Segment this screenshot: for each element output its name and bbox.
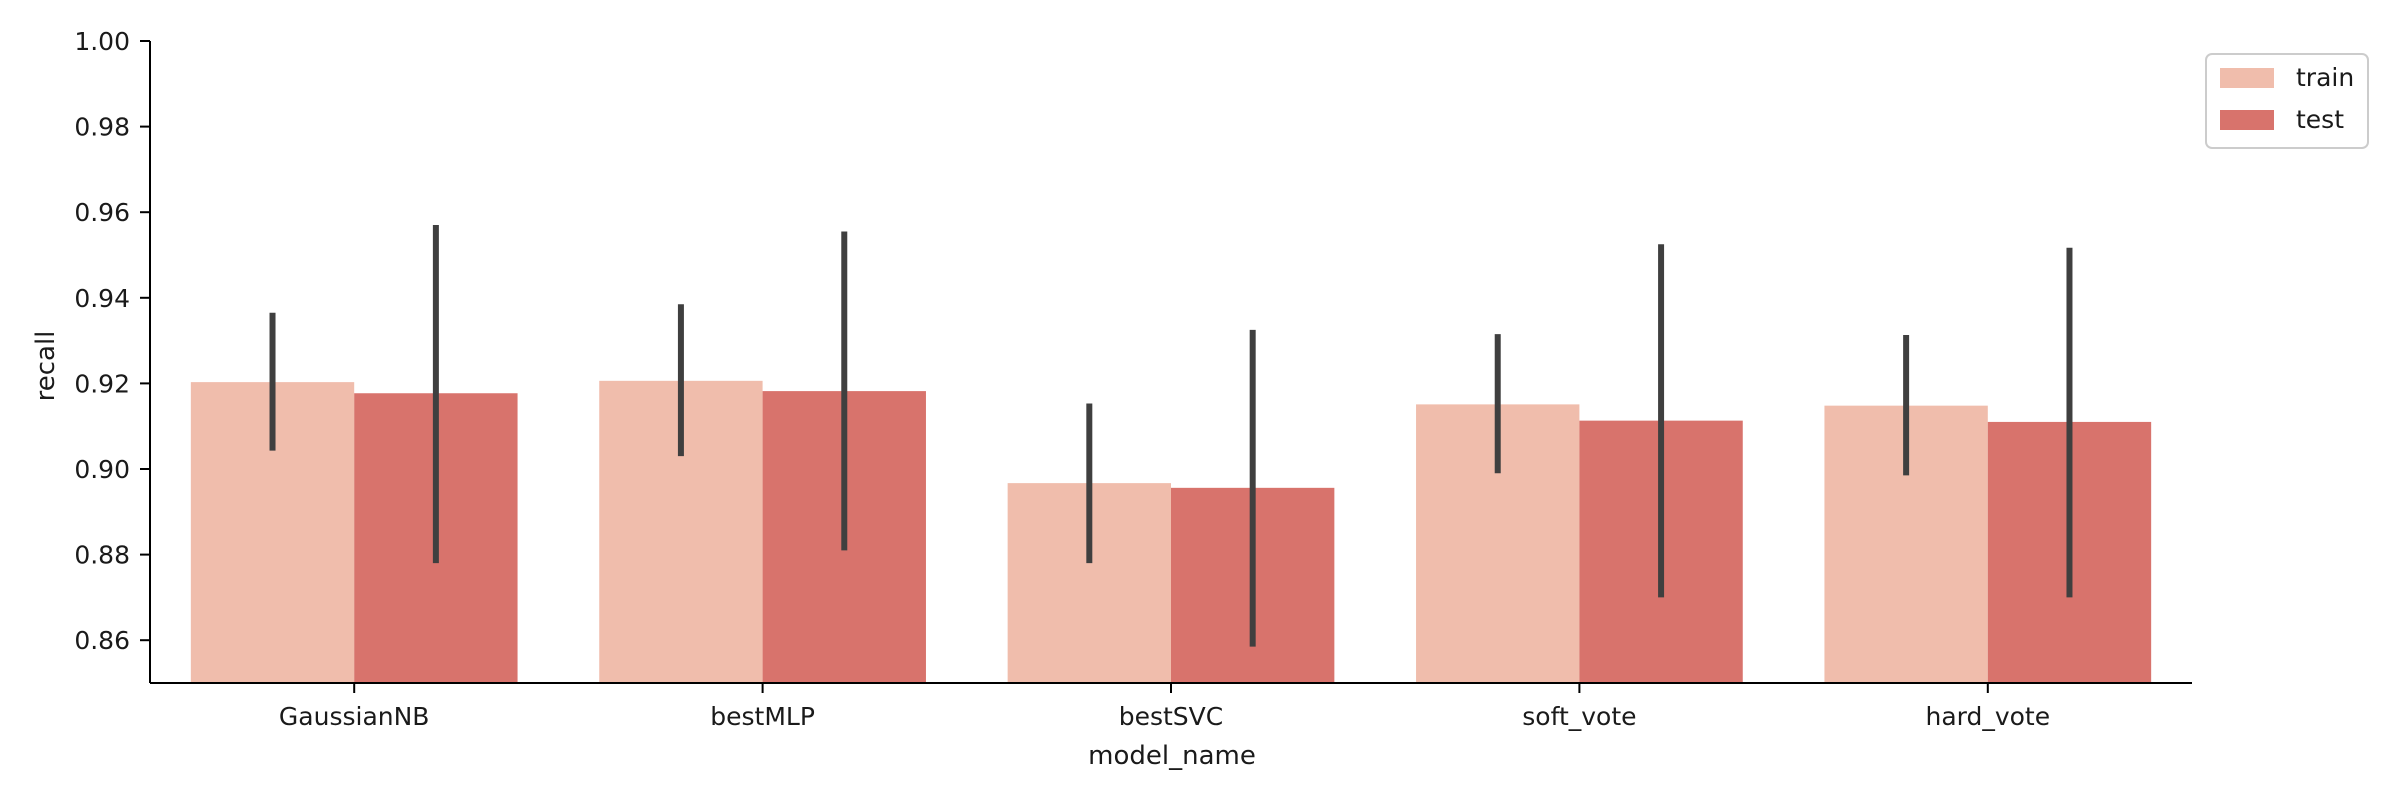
x-tick-label: bestSVC	[1119, 702, 1224, 731]
x-tick-label: soft_vote	[1522, 702, 1636, 731]
y-tick-label: 0.88	[74, 541, 130, 570]
legend-label-train: train	[2296, 63, 2354, 92]
x-tick-label: GaussianNB	[279, 702, 430, 731]
legend-swatch-test	[2220, 110, 2274, 130]
x-tick-label: hard_vote	[1925, 702, 2050, 731]
x-axis-label: model_name	[1088, 741, 1256, 771]
y-tick-label: 0.86	[74, 626, 130, 655]
y-tick-label: 0.90	[74, 455, 130, 484]
x-tick-label: bestMLP	[710, 702, 815, 731]
y-tick-label: 0.96	[74, 198, 130, 227]
y-ticks: 0.86 0.88 0.90 0.92 0.94 0.96 0.98 1.00	[74, 27, 150, 655]
y-tick-label: 0.98	[74, 113, 130, 142]
legend: train test	[2205, 53, 2369, 149]
y-axis-label: recall	[31, 331, 61, 402]
error-bars-layer	[269, 225, 2073, 647]
legend-label-test: test	[2296, 105, 2344, 134]
y-tick-label: 1.00	[74, 27, 130, 56]
legend-swatch-train	[2220, 68, 2274, 88]
bars-layer	[190, 380, 2152, 683]
x-ticks: GaussianNB bestMLP bestSVC soft_vote hard_vo…	[279, 683, 2050, 731]
y-tick-label: 0.94	[74, 284, 130, 313]
y-tick-label: 0.92	[74, 369, 130, 398]
